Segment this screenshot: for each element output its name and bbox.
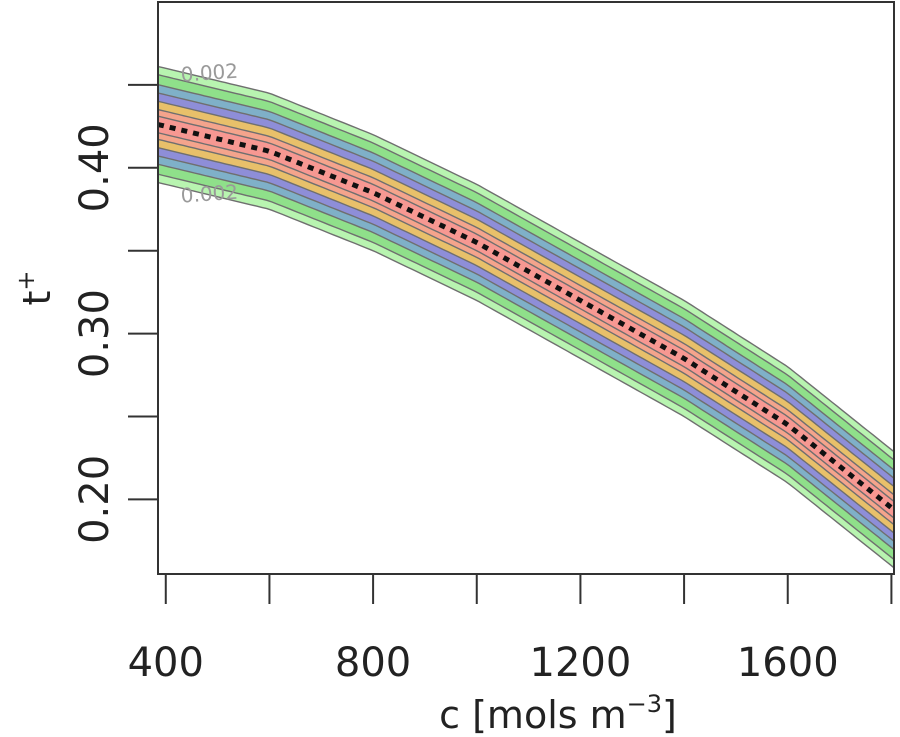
contour-lower-0 [158,181,894,569]
y-axis-title-main: t [15,291,59,306]
x-tick-label-0: 400 [128,640,204,686]
x-tick-label-2: 1200 [530,640,632,686]
y-axis-title-sup: + [12,270,40,290]
contour-upper-0 [158,65,894,453]
x-axis: 400 800 1200 1600 [128,574,893,686]
contour-labels: 0.002 0.002 [180,59,239,208]
x-axis-title-main: c [mols m [439,693,627,737]
contour-lines [158,65,894,569]
x-tick-label-3: 1600 [737,640,839,686]
plot-frame [157,1,895,575]
y-axis-title: t+ [12,270,59,305]
x-axis-title-sup: −3 [627,690,662,718]
plot-area: 0.002 0.002 [158,59,894,569]
contour-upper-1 [158,74,894,461]
x-axis-title-suffix: ] [662,693,677,737]
contour-lower-6 [158,132,894,519]
contour-upper-5 [158,108,894,496]
y-tick-label-2: 0.40 [72,123,118,212]
y-tick-label-0: 0.20 [72,455,118,544]
x-tick-label-1: 800 [335,640,411,686]
contour-upper-3 [158,92,894,479]
y-tick-label-1: 0.30 [72,289,118,378]
contour-label-1: 0.002 [180,180,239,208]
x-axis-title: c [mols m−3] [439,690,677,737]
y-axis: 0.20 0.30 0.40 [72,83,158,544]
contour-upper-4 [158,100,894,488]
band-3 [158,93,894,542]
contour-upper-6 [158,115,894,503]
contour-lower-5 [158,138,894,526]
contour-lower-2 [158,163,894,551]
contour-label-0: 0.002 [180,59,239,87]
contour-upper-2 [158,84,894,471]
probability-bands [158,66,894,568]
contour-lower-3 [158,155,894,542]
contour-lower-1 [158,173,894,561]
contour-lower-4 [158,147,894,534]
mean-curve [158,122,894,512]
